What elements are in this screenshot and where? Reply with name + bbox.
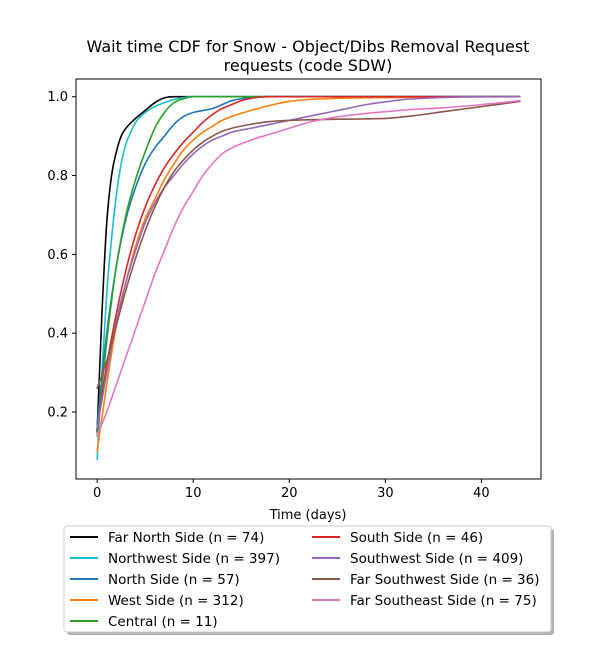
legend-box	[63, 525, 552, 633]
y-tick-label: 0.8	[47, 169, 68, 184]
y-tick-label: 0.4	[47, 327, 68, 342]
plot-frame	[75, 78, 542, 480]
series-line-1	[96, 95, 521, 461]
y-tick-label: 0.6	[47, 248, 68, 263]
series-line-7	[96, 100, 521, 390]
y-tick-label: 0.2	[47, 406, 68, 421]
x-tick-label: 0	[93, 486, 101, 501]
y-tick-label: 1.0	[47, 90, 68, 105]
series-line-4	[96, 95, 521, 437]
x-tick-label: 20	[281, 486, 298, 501]
series-line-0	[96, 95, 521, 433]
legend-label-4: Central (n = 11)	[108, 614, 218, 630]
legend-label-8: Far Southeast Side (n = 75)	[350, 593, 537, 609]
series-lines	[96, 95, 521, 461]
legend-label-3: West Side (n = 312)	[108, 593, 244, 609]
legend-label-0: Far North Side (n = 74)	[108, 530, 264, 546]
chart-title-line-1: Wait time CDF for Snow - Object/Dibs Rem…	[87, 37, 530, 56]
y-axis-ticks: 0.2 0.4 0.6 0.8 1.0	[47, 90, 76, 421]
x-axis-label: Time (days)	[269, 508, 347, 523]
legend-label-2: North Side (n = 57)	[108, 572, 240, 588]
x-tick-label: 10	[185, 486, 202, 501]
x-tick-label: 30	[377, 486, 394, 501]
x-tick-label: 40	[473, 486, 490, 501]
series-line-5	[96, 95, 521, 429]
legend-label-6: Southwest Side (n = 409)	[350, 551, 523, 567]
legend: Far North Side (n = 74) Northwest Side (n…	[63, 525, 554, 635]
chart-title-line-2: requests (code SDW)	[224, 56, 393, 75]
series-line-6	[96, 95, 521, 429]
series-line-3	[96, 95, 521, 453]
legend-label-5: South Side (n = 46)	[350, 530, 483, 546]
legend-label-1: Northwest Side (n = 397)	[108, 551, 280, 567]
series-line-8	[96, 99, 521, 437]
legend-label-7: Far Southwest Side (n = 36)	[350, 572, 540, 588]
legend-entries: Far North Side (n = 74) Northwest Side (n…	[70, 530, 540, 630]
x-axis-ticks: 0 10 20 30 40	[93, 479, 490, 501]
